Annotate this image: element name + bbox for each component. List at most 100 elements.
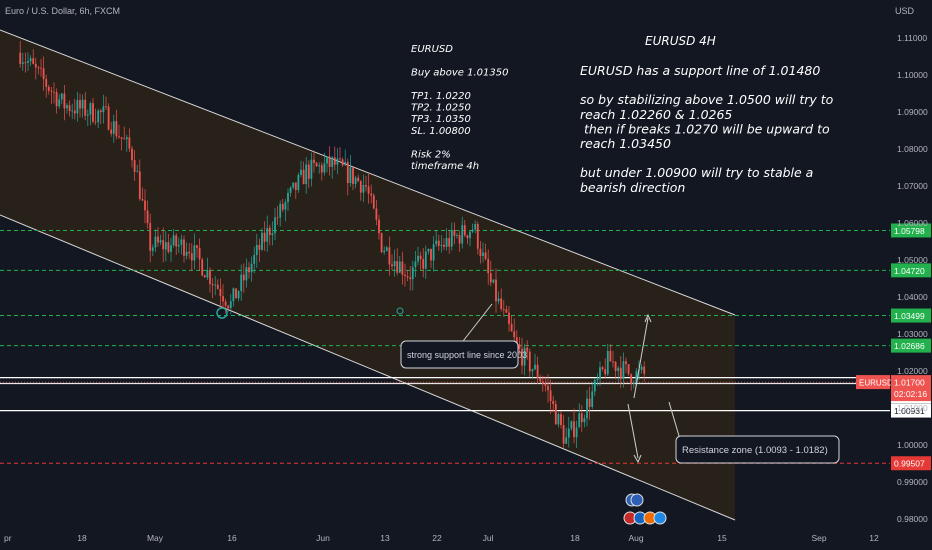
candle-body <box>86 114 89 116</box>
candle-body <box>105 106 107 108</box>
candle-body <box>193 245 196 261</box>
candle-body <box>471 229 474 232</box>
candle-body <box>547 385 549 391</box>
candle-body <box>385 247 388 251</box>
candle-body <box>172 235 175 246</box>
candle-body <box>427 248 430 252</box>
candle-body <box>617 367 620 371</box>
candle-body <box>643 366 646 374</box>
candle-body <box>302 169 305 185</box>
candle-body <box>266 227 269 242</box>
candle-body <box>250 263 253 273</box>
candle-body <box>604 369 607 375</box>
candle-body <box>60 93 63 100</box>
support-callout-text: strong support line since 2003 <box>407 350 527 360</box>
candle-body <box>393 261 396 267</box>
candle-body <box>632 383 635 384</box>
candle-body <box>29 58 32 62</box>
level-price-label: 0.99507 <box>894 459 925 469</box>
candle-body <box>544 383 547 386</box>
candle-body <box>34 63 37 68</box>
candle-body <box>419 255 422 259</box>
economic-event-icons[interactable] <box>623 493 667 525</box>
candle-body <box>323 163 326 173</box>
candle-body <box>175 235 178 247</box>
candle-body <box>237 291 240 299</box>
candle-body <box>318 165 321 167</box>
candle-body <box>456 234 458 236</box>
candle-body <box>307 164 310 179</box>
candle-body <box>198 247 201 260</box>
candle-body <box>185 251 188 256</box>
candle-body <box>281 203 284 210</box>
candle-body <box>560 414 562 425</box>
analysis-title: EURUSD 4H <box>645 34 716 48</box>
candle-body <box>188 251 191 254</box>
price-tick-label: 1.04000 <box>897 292 928 302</box>
price-tick-label: 1.01000 <box>897 403 928 413</box>
candle-body <box>401 261 404 275</box>
candle-body <box>151 247 154 251</box>
candle-body <box>84 99 87 116</box>
candle-body <box>383 250 386 253</box>
candle-body <box>578 413 581 428</box>
candle-body <box>146 210 149 224</box>
candle-body <box>263 232 266 242</box>
candle-body <box>565 437 568 444</box>
candle-body <box>287 192 289 203</box>
candle-body <box>110 129 113 134</box>
time-tick-label: pr <box>4 533 12 543</box>
candle-body <box>164 242 167 250</box>
candle-body <box>50 90 53 92</box>
candle-body <box>255 244 258 255</box>
candle-body <box>479 248 482 256</box>
candle-body <box>227 305 230 309</box>
candle-body <box>190 253 193 261</box>
candle-body <box>76 100 79 114</box>
level-price-tag <box>891 403 931 418</box>
candle-body <box>196 245 198 248</box>
candle-body <box>567 428 570 438</box>
candle-body <box>320 165 323 173</box>
candle-body <box>42 68 45 80</box>
time-tick-label: 12 <box>869 533 879 543</box>
candle-body <box>487 258 490 274</box>
channel-upper-line[interactable] <box>0 29 736 316</box>
candle-body <box>331 157 334 167</box>
candle-body <box>625 361 627 365</box>
candle-body <box>570 421 573 429</box>
candle-body <box>349 167 352 184</box>
candle-body <box>526 347 529 352</box>
candle-body <box>502 309 505 310</box>
candle-body <box>118 136 120 138</box>
candle-body <box>515 337 518 345</box>
candle-body <box>216 284 219 289</box>
candle-body <box>154 236 157 248</box>
time-tick-label: May <box>147 533 164 543</box>
time-axis[interactable]: pr 18 May 16 Jun 13 22 Jul 18 Aug 15 Sep 12 <box>4 533 879 543</box>
candle-body <box>81 99 84 109</box>
candle-body <box>183 239 185 256</box>
projection-arrow-down <box>627 403 639 459</box>
channel-lower-line[interactable] <box>0 214 736 521</box>
candle-body <box>58 99 61 107</box>
candle-body <box>461 225 464 244</box>
candle-body <box>115 121 118 137</box>
support-callout-box[interactable] <box>400 340 519 369</box>
candle-body <box>523 347 526 366</box>
price-axis[interactable]: 1.11000 1.10000 1.09000 1.08000 1.07000 1.060… <box>897 33 928 524</box>
candle-body <box>222 296 224 302</box>
candle-body <box>497 298 500 302</box>
price-tick-label: 1.02000 <box>897 366 928 376</box>
candle-body <box>203 275 206 278</box>
candle-body <box>458 234 461 244</box>
candle-body <box>45 79 48 87</box>
candle-body <box>612 361 614 363</box>
candle-body <box>214 284 217 286</box>
trade-setup-note: EURUSD Buy above 1.01350 TP1. 1.0220 TP2.… <box>411 44 509 172</box>
resistance-callout-box[interactable] <box>675 435 840 464</box>
candle-body <box>47 86 50 91</box>
candle-body <box>476 223 479 249</box>
price-tick-label: 1.08000 <box>897 144 928 154</box>
